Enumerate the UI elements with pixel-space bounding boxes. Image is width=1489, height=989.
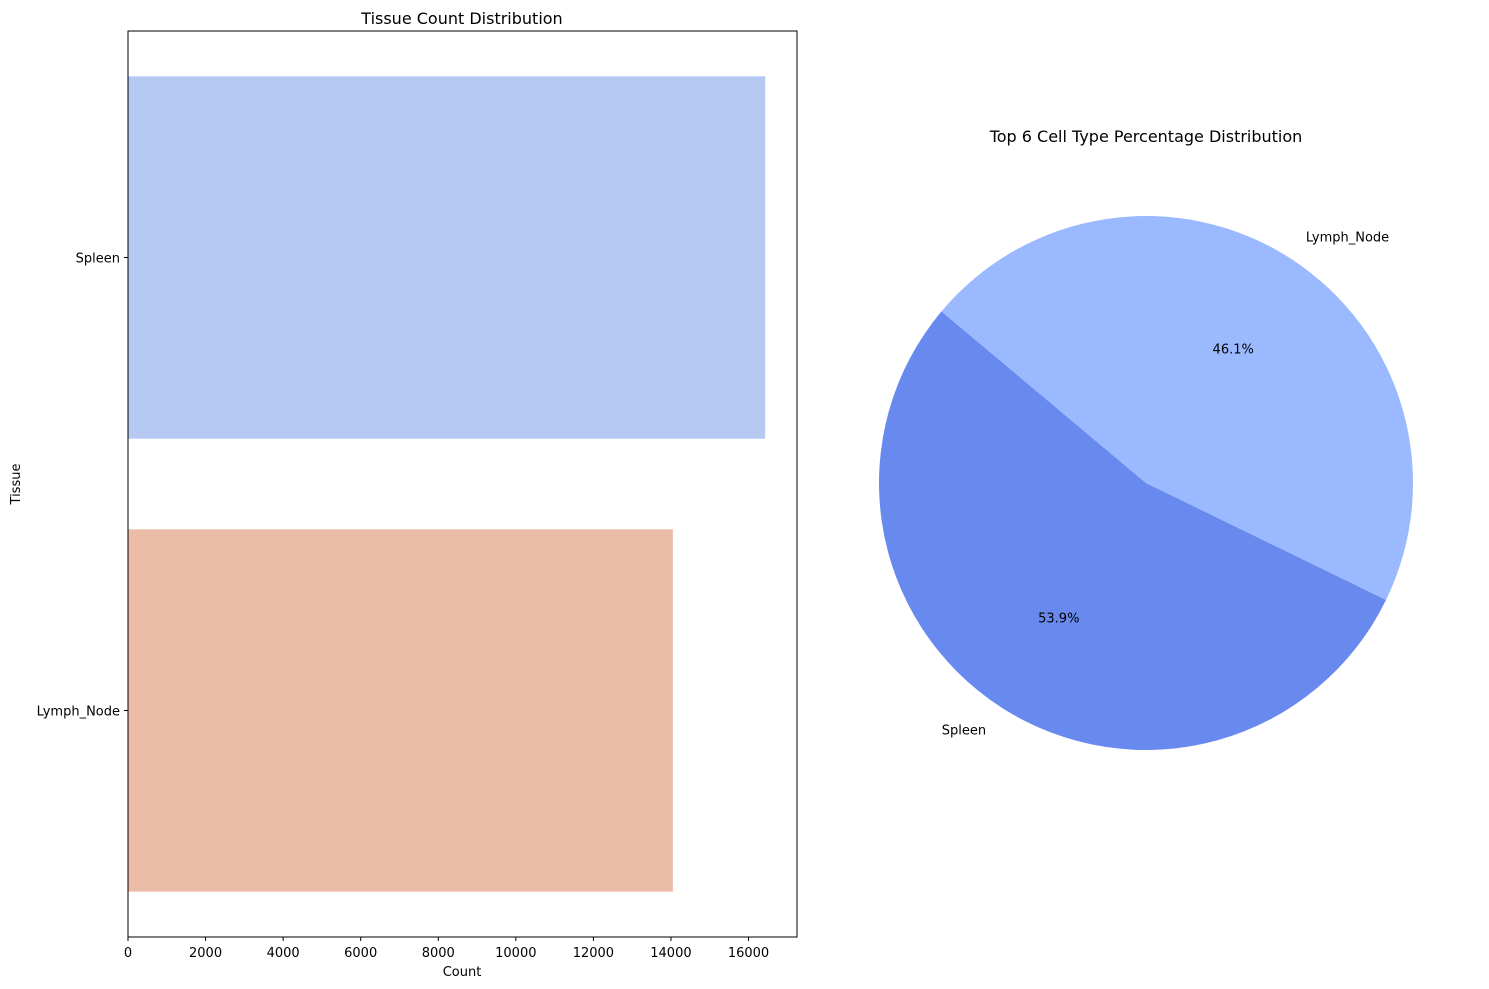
x-tick-label: 10000 [495, 946, 536, 961]
pie-value-label-lymph-node: 46.1% [1213, 343, 1254, 358]
pie-marks: Spleen 53.9% Lymph_Node 46.1% [879, 215, 1414, 750]
bar-spleen [128, 76, 766, 439]
bar-chart-title: Tissue Count Distribution [360, 9, 562, 28]
x-tick-label: 8000 [422, 946, 455, 961]
x-tick-label: 14000 [650, 946, 691, 961]
pie-label-lymph-node: Lymph_Node [1306, 231, 1389, 246]
x-tick-label: 0 [124, 946, 132, 961]
pie-chart: Top 6 Cell Type Percentage Distribution … [879, 127, 1414, 750]
x-tick-label: 6000 [344, 946, 377, 961]
bar-marks [128, 76, 766, 892]
x-axis-label: Count [443, 965, 482, 980]
pie-value-label-spleen: 53.9% [1038, 611, 1079, 626]
pie-slice-spleen [879, 311, 1387, 750]
pie-label-spleen: Spleen [942, 723, 986, 738]
pie-chart-title: Top 6 Cell Type Percentage Distribution [989, 127, 1303, 146]
y-axis-label: Tissue [9, 464, 24, 506]
x-tick-label: 4000 [267, 946, 300, 961]
y-tick-label: Spleen [76, 252, 120, 267]
pie-slice-lymph-node [941, 215, 1414, 600]
x-tick-label: 12000 [573, 946, 614, 961]
y-axis-ticks: Spleen Lymph_Node [37, 252, 128, 720]
x-tick-label: 16000 [728, 946, 769, 961]
bar-lymph-node [128, 529, 673, 892]
y-tick-label: Lymph_Node [37, 705, 120, 720]
x-tick-label: 2000 [189, 946, 222, 961]
x-axis-ticks: 0 2000 4000 6000 8000 10000 12000 14000 16000 [124, 937, 769, 961]
bar-axes-frame [127, 30, 798, 938]
bar-chart: Tissue Count Distribution 0 2000 4000 6000 8… [9, 9, 798, 980]
